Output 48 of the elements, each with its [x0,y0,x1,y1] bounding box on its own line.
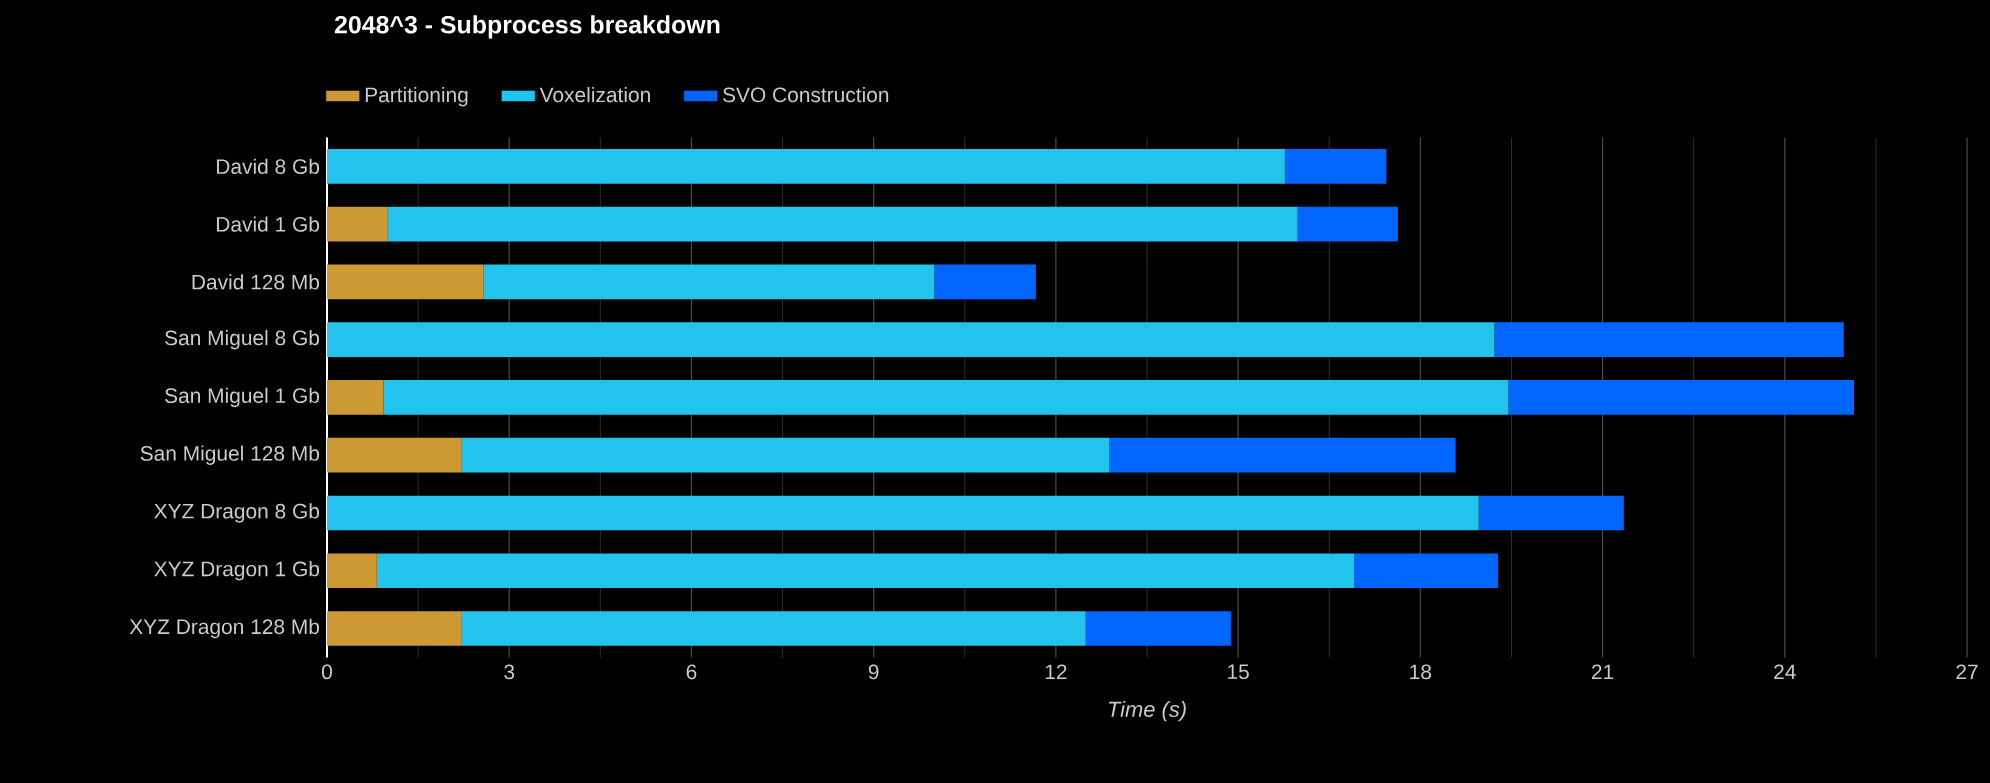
y-tick-label: David 8 Gb [217,158,320,174]
bar [327,322,1495,357]
chart-title: 2048^3 - Subprocess breakdown [334,15,720,39]
bar [376,553,1355,589]
bar [461,611,1086,646]
bar [483,264,935,300]
bar [327,206,388,242]
bar [1109,437,1456,473]
x-tick-label: 6 [686,664,697,680]
x-tick-label: 24 [1774,664,1796,680]
bar [327,437,462,473]
y-tick-label: David 1 Gb [217,216,320,232]
y-tick-label: XYZ Dragon 1 Gb [154,560,320,581]
bar [1354,553,1499,589]
y-tick-label: San Miguel 8 Gb [165,329,320,350]
bar [327,495,1479,531]
x-tick-label: 9 [868,664,879,680]
bar [383,380,1509,415]
y-tick-label: San Miguel 1 Gb [165,387,320,408]
x-tick-label: 0 [322,664,332,680]
bar [327,264,484,300]
bar [1478,495,1624,531]
legend-label: SVO Construction [723,86,889,103]
bar [1085,611,1231,646]
bar [327,553,377,589]
x-tick-label: 3 [504,664,515,680]
bar [1494,322,1844,357]
bar [387,206,1298,242]
y-tick-label: San Miguel 128 Mb [140,445,320,465]
x-axis-title: Time (s) [1108,700,1186,722]
bar [327,611,462,646]
x-tick-label: 27 [1956,664,1978,680]
x-tick-label: 12 [1045,664,1067,680]
x-tick-label: 21 [1592,664,1614,680]
legend-label: Partitioning [365,86,468,107]
y-tick-label: XYZ Dragon 8 Gb [154,503,320,523]
bar [1284,148,1387,184]
bar [327,380,384,415]
x-tick-label: 18 [1410,664,1432,680]
y-tick-label: XYZ Dragon 128 Mb [129,618,320,639]
x-tick-label: 15 [1228,664,1249,680]
bar [934,264,1036,300]
y-tick-label: David 128 Mb [192,274,320,290]
bar [1508,380,1855,415]
bar [327,148,1285,184]
bar [1297,206,1398,242]
bar [461,437,1110,473]
legend-label: Voxelization [539,86,650,103]
